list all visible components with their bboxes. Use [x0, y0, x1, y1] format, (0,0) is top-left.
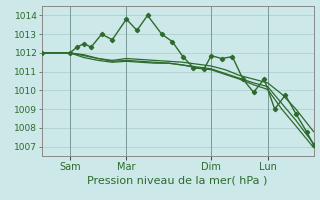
X-axis label: Pression niveau de la mer( hPa ): Pression niveau de la mer( hPa ) [87, 176, 268, 186]
